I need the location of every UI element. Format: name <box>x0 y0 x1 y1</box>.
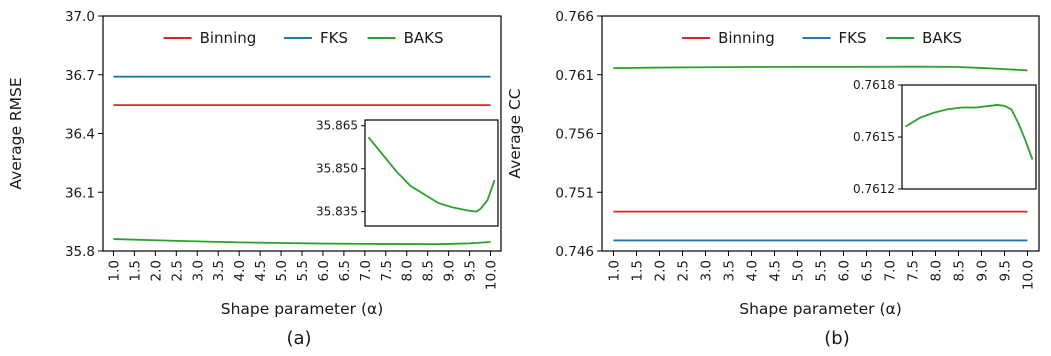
y-tick-label: 0.766 <box>555 9 594 25</box>
x-tick-label: 5.0 <box>791 260 807 281</box>
x-tick-label: 3.0 <box>190 260 206 281</box>
series-group <box>613 65 1028 242</box>
y-tick-label: 0.756 <box>555 127 594 143</box>
x-tick-label: 8.5 <box>421 260 437 281</box>
inset-y-tick-label: 0.7612 <box>853 182 895 196</box>
inset-y-tick-label: 35.865 <box>316 119 358 133</box>
x-tick-label: 4.0 <box>745 260 761 281</box>
x-tick-label: 6.5 <box>860 260 876 281</box>
x-tick-label: 8.0 <box>929 260 945 281</box>
legend-label-binning: Binning <box>718 29 775 47</box>
inset-background <box>902 85 1036 189</box>
x-tick-label: 4.5 <box>253 260 269 281</box>
x-tick-label: 4.5 <box>768 260 784 281</box>
x-axis-title: Shape parameter (α) <box>739 300 902 318</box>
y-axis-title: Average CC <box>506 88 524 178</box>
inset-y-tick-label: 35.850 <box>316 162 358 176</box>
y-tick-label: 36.1 <box>65 185 95 201</box>
x-tick-label: 10.0 <box>484 260 500 290</box>
inset-frame <box>364 119 499 227</box>
legend-label-baks: BAKS <box>922 29 962 47</box>
x-tick-label: 7.5 <box>906 260 922 281</box>
x-tick-label: 1.0 <box>106 260 122 281</box>
legend-label-fks: FKS <box>839 29 867 47</box>
x-axis-title: Shape parameter (α) <box>221 300 384 318</box>
x-tick-label: 2.0 <box>653 260 669 281</box>
x-tick-label: 1.0 <box>607 260 623 281</box>
inset-plot: 0.7612 0.7615 0.7618 <box>853 78 1037 196</box>
x-tick-label: 9.0 <box>442 260 458 281</box>
x-tick-label: 4.0 <box>232 260 248 281</box>
y-tick-label: 0.761 <box>555 68 594 84</box>
x-tick-label: 2.0 <box>148 260 164 281</box>
x-tick-label: 9.5 <box>998 260 1014 281</box>
inset-y-tick-label: 0.7618 <box>853 78 895 92</box>
x-tick-label: 1.5 <box>127 260 143 281</box>
x-tick-label: 3.5 <box>211 260 227 281</box>
series-group <box>113 75 491 246</box>
legend: Binning FKS BAKS <box>682 29 962 47</box>
x-tick-label: 2.5 <box>169 260 185 281</box>
x-tick-label: 1.5 <box>630 260 646 281</box>
x-tick-label: 10.0 <box>1021 260 1037 290</box>
inset-series-line-baks <box>905 104 1034 160</box>
x-tick-label: 6.5 <box>337 260 353 281</box>
x-tick-label: 7.0 <box>358 260 374 281</box>
x-tick-label: 7.0 <box>883 260 899 281</box>
subfigure-caption: (b) <box>824 328 849 349</box>
x-tick-label: 8.5 <box>952 260 968 281</box>
series-line-baks <box>113 238 491 246</box>
chart-panel-a: 35.8 36.1 36.4 36.7 37.0 1.0 1.5 2.0 2.5 3.0 3.5 4.… <box>7 9 502 349</box>
x-tick-label: 2.5 <box>676 260 692 281</box>
x-tick-label: 9.5 <box>463 260 479 281</box>
x-tick-label: 6.0 <box>837 260 853 281</box>
inset-background <box>365 120 498 226</box>
y-tick-label: 0.751 <box>555 185 594 201</box>
x-tick-label: 3.5 <box>722 260 738 281</box>
x-tick-label: 3.0 <box>699 260 715 281</box>
subfigure-caption: (a) <box>286 328 311 349</box>
inset-series-line-baks <box>367 136 496 213</box>
inset-y-tick-label: 35.835 <box>316 205 358 219</box>
x-tick-label: 6.0 <box>316 260 332 281</box>
legend-label-binning: Binning <box>200 29 257 47</box>
legend-label-baks: BAKS <box>404 29 444 47</box>
series-line-baks <box>613 65 1028 72</box>
y-tick-label: 37.0 <box>65 9 95 25</box>
inset-y-tick-label: 0.7615 <box>853 130 895 144</box>
x-tick-label: 7.5 <box>379 260 395 281</box>
x-tick-label: 5.0 <box>274 260 290 281</box>
legend-label-fks: FKS <box>320 29 348 47</box>
y-axis-title: Average RMSE <box>7 77 25 189</box>
x-tick-label: 8.0 <box>400 260 416 281</box>
x-tick-label: 5.5 <box>295 260 311 281</box>
y-tick-label: 0.746 <box>555 244 594 260</box>
x-tick-label: 9.0 <box>975 260 991 281</box>
y-tick-label: 36.7 <box>65 68 95 84</box>
y-tick-label: 36.4 <box>65 127 95 143</box>
chart-panel-b: 0.746 0.751 0.756 0.761 0.766 1.0 1.5 2.0 2.5 3.0… <box>506 9 1040 349</box>
legend: Binning FKS BAKS <box>163 29 444 47</box>
inset-plot: 35.835 35.850 35.865 <box>316 119 499 227</box>
y-tick-label: 35.8 <box>65 244 95 260</box>
x-tick-label: 5.5 <box>814 260 830 281</box>
